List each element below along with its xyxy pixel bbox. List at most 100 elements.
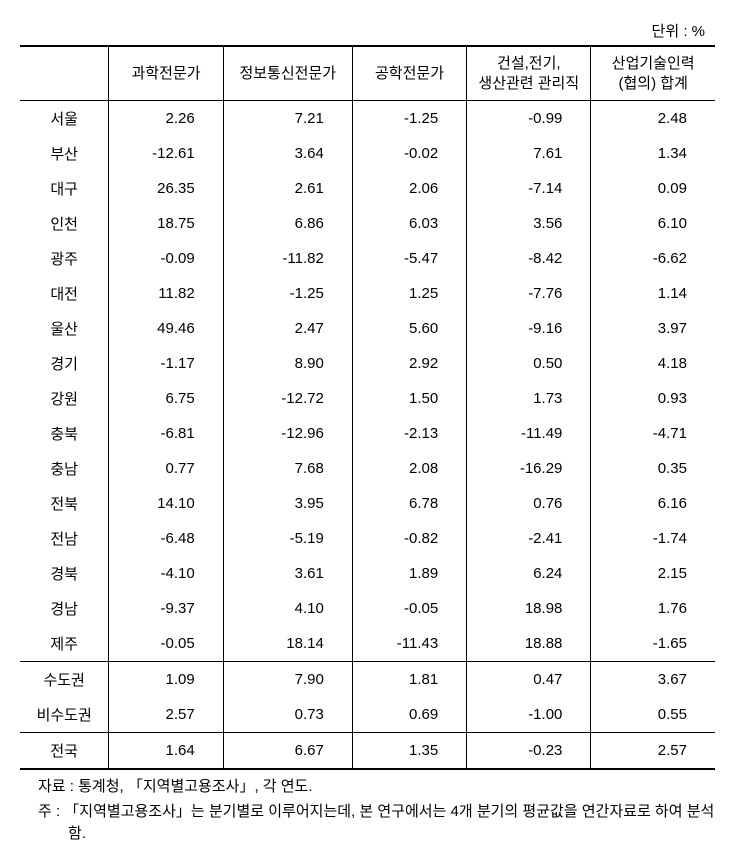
value-cell: 26.35	[109, 171, 223, 206]
value-cell: 1.35	[352, 733, 466, 770]
value-cell: -6.48	[109, 521, 223, 556]
value-cell: -1.25	[352, 101, 466, 137]
value-cell: 49.46	[109, 311, 223, 346]
col-header-5: 산업기술인력(협의) 합계	[591, 46, 715, 101]
value-cell: 8.90	[223, 346, 352, 381]
value-cell: 2.15	[591, 556, 715, 591]
value-cell: -1.74	[591, 521, 715, 556]
value-cell: -1.65	[591, 626, 715, 662]
value-cell: -0.05	[352, 591, 466, 626]
value-cell: -9.16	[467, 311, 591, 346]
value-cell: -12.96	[223, 416, 352, 451]
value-cell: 3.67	[591, 662, 715, 698]
table-row: 전북14.103.956.780.766.16	[20, 486, 715, 521]
table-row: 경기-1.178.902.920.504.18	[20, 346, 715, 381]
table-row: 제주-0.0518.14-11.4318.88-1.65	[20, 626, 715, 662]
region-cell: 강원	[20, 381, 109, 416]
value-cell: 0.35	[591, 451, 715, 486]
value-cell: 1.89	[352, 556, 466, 591]
value-cell: -1.00	[467, 697, 591, 733]
value-cell: -0.23	[467, 733, 591, 770]
value-cell: -5.47	[352, 241, 466, 276]
value-cell: -11.49	[467, 416, 591, 451]
value-cell: 3.56	[467, 206, 591, 241]
table-row: 부산-12.613.64-0.027.611.34	[20, 136, 715, 171]
value-cell: 11.82	[109, 276, 223, 311]
value-cell: 6.16	[591, 486, 715, 521]
value-cell: 18.88	[467, 626, 591, 662]
value-cell: -16.29	[467, 451, 591, 486]
unit-label: 단위 : %	[20, 20, 715, 41]
region-cell: 울산	[20, 311, 109, 346]
table-row: 충남0.777.682.08-16.290.35	[20, 451, 715, 486]
value-cell: -2.41	[467, 521, 591, 556]
table-row: 광주-0.09-11.82-5.47-8.42-6.62	[20, 241, 715, 276]
table-row: 강원6.75-12.721.501.730.93	[20, 381, 715, 416]
table-row: 전국1.646.671.35-0.232.57	[20, 733, 715, 770]
region-cell: 비수도권	[20, 697, 109, 733]
table-row: 충북-6.81-12.96-2.13-11.49-4.71	[20, 416, 715, 451]
value-cell: 2.08	[352, 451, 466, 486]
value-cell: 1.64	[109, 733, 223, 770]
source-note: 자료 : 통계청, 「지역별고용조사」, 각 연도.	[68, 776, 715, 799]
region-cell: 경북	[20, 556, 109, 591]
value-cell: 6.03	[352, 206, 466, 241]
region-cell: 충남	[20, 451, 109, 486]
value-cell: 6.86	[223, 206, 352, 241]
region-cell: 서울	[20, 101, 109, 137]
value-cell: 0.77	[109, 451, 223, 486]
value-cell: 2.92	[352, 346, 466, 381]
region-cell: 제주	[20, 626, 109, 662]
value-cell: -4.10	[109, 556, 223, 591]
table-row: 울산49.462.475.60-9.163.97	[20, 311, 715, 346]
data-table: 과학전문가정보통신전문가공학전문가건설,전기,생산관련 관리직산업기술인력(협의…	[20, 45, 715, 770]
value-cell: 0.50	[467, 346, 591, 381]
value-cell: -12.61	[109, 136, 223, 171]
table-row: 인천18.756.866.033.566.10	[20, 206, 715, 241]
method-note: 주 : 「지역별고용조사」는 분기별로 이루어지는데, 본 연구에서는 4개 분…	[68, 801, 715, 846]
value-cell: 7.90	[223, 662, 352, 698]
value-cell: 7.68	[223, 451, 352, 486]
region-cell: 부산	[20, 136, 109, 171]
col-header-1: 과학전문가	[109, 46, 223, 101]
value-cell: 3.95	[223, 486, 352, 521]
value-cell: 6.10	[591, 206, 715, 241]
value-cell: 5.60	[352, 311, 466, 346]
value-cell: 18.75	[109, 206, 223, 241]
table-row: 경남-9.374.10-0.0518.981.76	[20, 591, 715, 626]
value-cell: 7.61	[467, 136, 591, 171]
value-cell: -6.62	[591, 241, 715, 276]
value-cell: 1.73	[467, 381, 591, 416]
value-cell: 18.14	[223, 626, 352, 662]
value-cell: -0.82	[352, 521, 466, 556]
value-cell: -11.43	[352, 626, 466, 662]
value-cell: 2.48	[591, 101, 715, 137]
value-cell: 18.98	[467, 591, 591, 626]
value-cell: 6.75	[109, 381, 223, 416]
table-row: 전남-6.48-5.19-0.82-2.41-1.74	[20, 521, 715, 556]
value-cell: 3.97	[591, 311, 715, 346]
value-cell: 6.24	[467, 556, 591, 591]
value-cell: 1.76	[591, 591, 715, 626]
table-row: 비수도권2.570.730.69-1.000.55	[20, 697, 715, 733]
value-cell: -7.76	[467, 276, 591, 311]
value-cell: -8.42	[467, 241, 591, 276]
value-cell: 1.81	[352, 662, 466, 698]
value-cell: -9.37	[109, 591, 223, 626]
region-cell: 수도권	[20, 662, 109, 698]
col-header-4: 건설,전기,생산관련 관리직	[467, 46, 591, 101]
value-cell: 1.34	[591, 136, 715, 171]
value-cell: -0.09	[109, 241, 223, 276]
col-header-0	[20, 46, 109, 101]
value-cell: -0.05	[109, 626, 223, 662]
region-cell: 전국	[20, 733, 109, 770]
value-cell: 3.64	[223, 136, 352, 171]
region-cell: 인천	[20, 206, 109, 241]
value-cell: 0.09	[591, 171, 715, 206]
value-cell: 0.93	[591, 381, 715, 416]
value-cell: -0.99	[467, 101, 591, 137]
value-cell: -5.19	[223, 521, 352, 556]
value-cell: 7.21	[223, 101, 352, 137]
value-cell: 2.61	[223, 171, 352, 206]
region-cell: 광주	[20, 241, 109, 276]
